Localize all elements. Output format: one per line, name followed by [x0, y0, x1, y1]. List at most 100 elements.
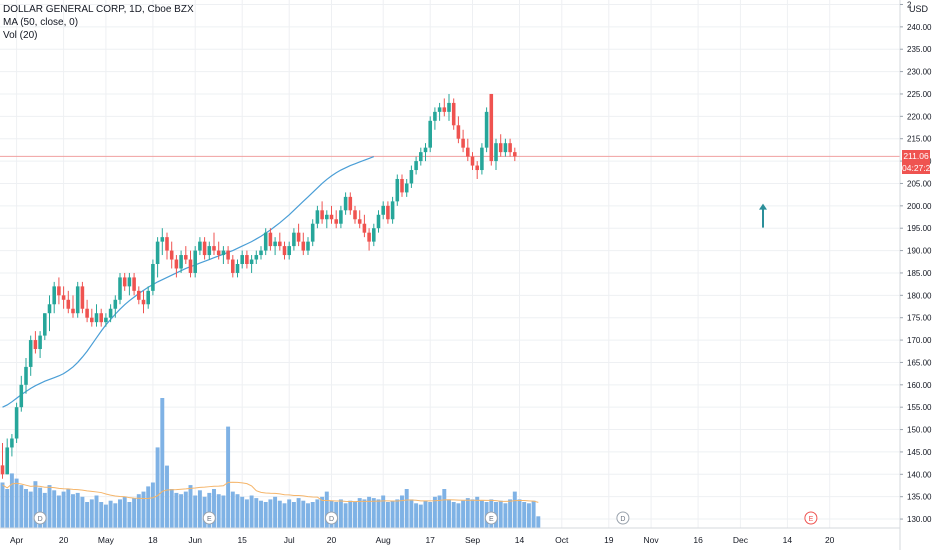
annotations[interactable]	[759, 203, 767, 228]
candle-body	[442, 107, 447, 112]
price-tick-label: 160.00	[907, 381, 932, 390]
dividend-marker-icon[interactable]: D	[33, 511, 47, 525]
volume-bar	[165, 465, 169, 528]
candle-body	[447, 102, 451, 112]
price-tick-label: 150.00	[907, 426, 932, 435]
volume-bar	[385, 502, 390, 528]
candle	[357, 210, 362, 229]
time-tick-label: Apr	[10, 535, 23, 545]
candle-body	[390, 201, 395, 220]
candle	[43, 313, 47, 341]
candle	[390, 196, 395, 224]
candle-body	[494, 143, 498, 162]
candle-body	[367, 232, 371, 242]
candle-body	[273, 241, 277, 247]
candle-body	[484, 111, 489, 148]
candle-body	[263, 232, 268, 251]
candle	[310, 219, 315, 247]
candle-body	[278, 241, 282, 247]
dividend-marker-icon[interactable]: D	[616, 511, 630, 525]
earnings-marker-icon[interactable]: E	[202, 511, 216, 525]
candle	[325, 210, 329, 229]
volume-bar	[400, 495, 404, 528]
candle-body	[38, 335, 42, 350]
volume-bar	[169, 489, 174, 528]
candle-body	[202, 241, 207, 256]
volume-bar	[14, 478, 19, 528]
candle-body	[231, 259, 235, 273]
candle	[5, 438, 9, 475]
candle	[113, 295, 118, 318]
candle	[484, 107, 489, 153]
volume-bar	[367, 496, 372, 528]
candle	[395, 174, 400, 206]
time-tick-label: 14	[515, 535, 525, 545]
candle-body	[169, 250, 174, 260]
candle-body	[160, 237, 165, 242]
volume-bar	[235, 494, 240, 528]
volume-bar	[85, 502, 90, 528]
candle-body	[28, 340, 33, 367]
candle-body	[362, 223, 367, 233]
volume-bar	[207, 492, 212, 528]
candle-body	[155, 241, 160, 264]
volume-bar	[24, 489, 28, 528]
volume-bar	[71, 494, 75, 528]
candle	[301, 232, 306, 256]
up-arrow-icon[interactable]	[759, 203, 767, 228]
volume-bar	[324, 491, 329, 528]
candle-body	[94, 313, 99, 323]
volume-bar	[216, 494, 221, 528]
last-price-tag: 211.06	[902, 150, 930, 163]
earnings-marker-icon[interactable]: E	[804, 511, 818, 525]
event-marker-label: D	[38, 516, 43, 523]
candle	[184, 246, 188, 264]
volume-bar	[310, 502, 315, 528]
time-tick-label: 15	[237, 535, 247, 545]
candle	[28, 335, 33, 376]
candle	[456, 116, 461, 144]
candle-body	[498, 143, 503, 153]
candle	[14, 402, 19, 443]
time-axis[interactable]: Apr 20 May 18 Jun 15 Jul 20 Aug 17 Sep 14 Oct 19 Nov 16…	[0, 527, 900, 545]
candle	[428, 116, 432, 153]
candle-body	[179, 255, 183, 269]
time-tick-label: Nov	[644, 535, 660, 545]
candle	[71, 295, 75, 318]
price-tick-label: 180.00	[907, 291, 932, 300]
candle-body	[127, 277, 132, 287]
candle	[202, 237, 207, 260]
candle	[118, 272, 122, 305]
price-tick-label: 205.00	[907, 179, 932, 188]
volume-bar	[160, 398, 165, 528]
candle-body	[52, 286, 56, 305]
candle	[376, 210, 381, 233]
volume-bar	[127, 502, 132, 528]
volume-bar	[202, 496, 207, 528]
event-marker-circle	[202, 511, 216, 525]
candle-body	[503, 143, 508, 153]
ma-indicator-label[interactable]: MA (50, close, 0)	[3, 17, 79, 28]
volume-bar	[287, 499, 292, 528]
volume-bar	[291, 502, 296, 528]
candle-body	[151, 264, 155, 291]
volume-bar	[244, 499, 249, 528]
candle-body	[292, 232, 296, 247]
candle	[419, 147, 423, 166]
symbol-title[interactable]: DOLLAR GENERAL CORP, 1D, Cboe BZX	[3, 4, 194, 15]
candle-body	[43, 313, 47, 336]
price-tick-label: 155.00	[907, 403, 932, 412]
volume-indicator-label[interactable]: Vol (20)	[3, 30, 38, 41]
price-axis[interactable]: 130.00 135.00 140.00 145.00 150.00 155.00 160.…	[899, 0, 932, 550]
time-tick-label: Jun	[188, 535, 202, 545]
earnings-marker-icon[interactable]: E	[484, 511, 498, 525]
event-marker-label: D	[620, 516, 625, 523]
volume-bar	[282, 503, 287, 528]
candle-body	[334, 219, 338, 224]
volume-bar	[108, 500, 113, 528]
dividend-marker-icon[interactable]: D	[325, 511, 338, 525]
volume-bar	[263, 502, 268, 528]
volume-bar	[531, 500, 536, 528]
